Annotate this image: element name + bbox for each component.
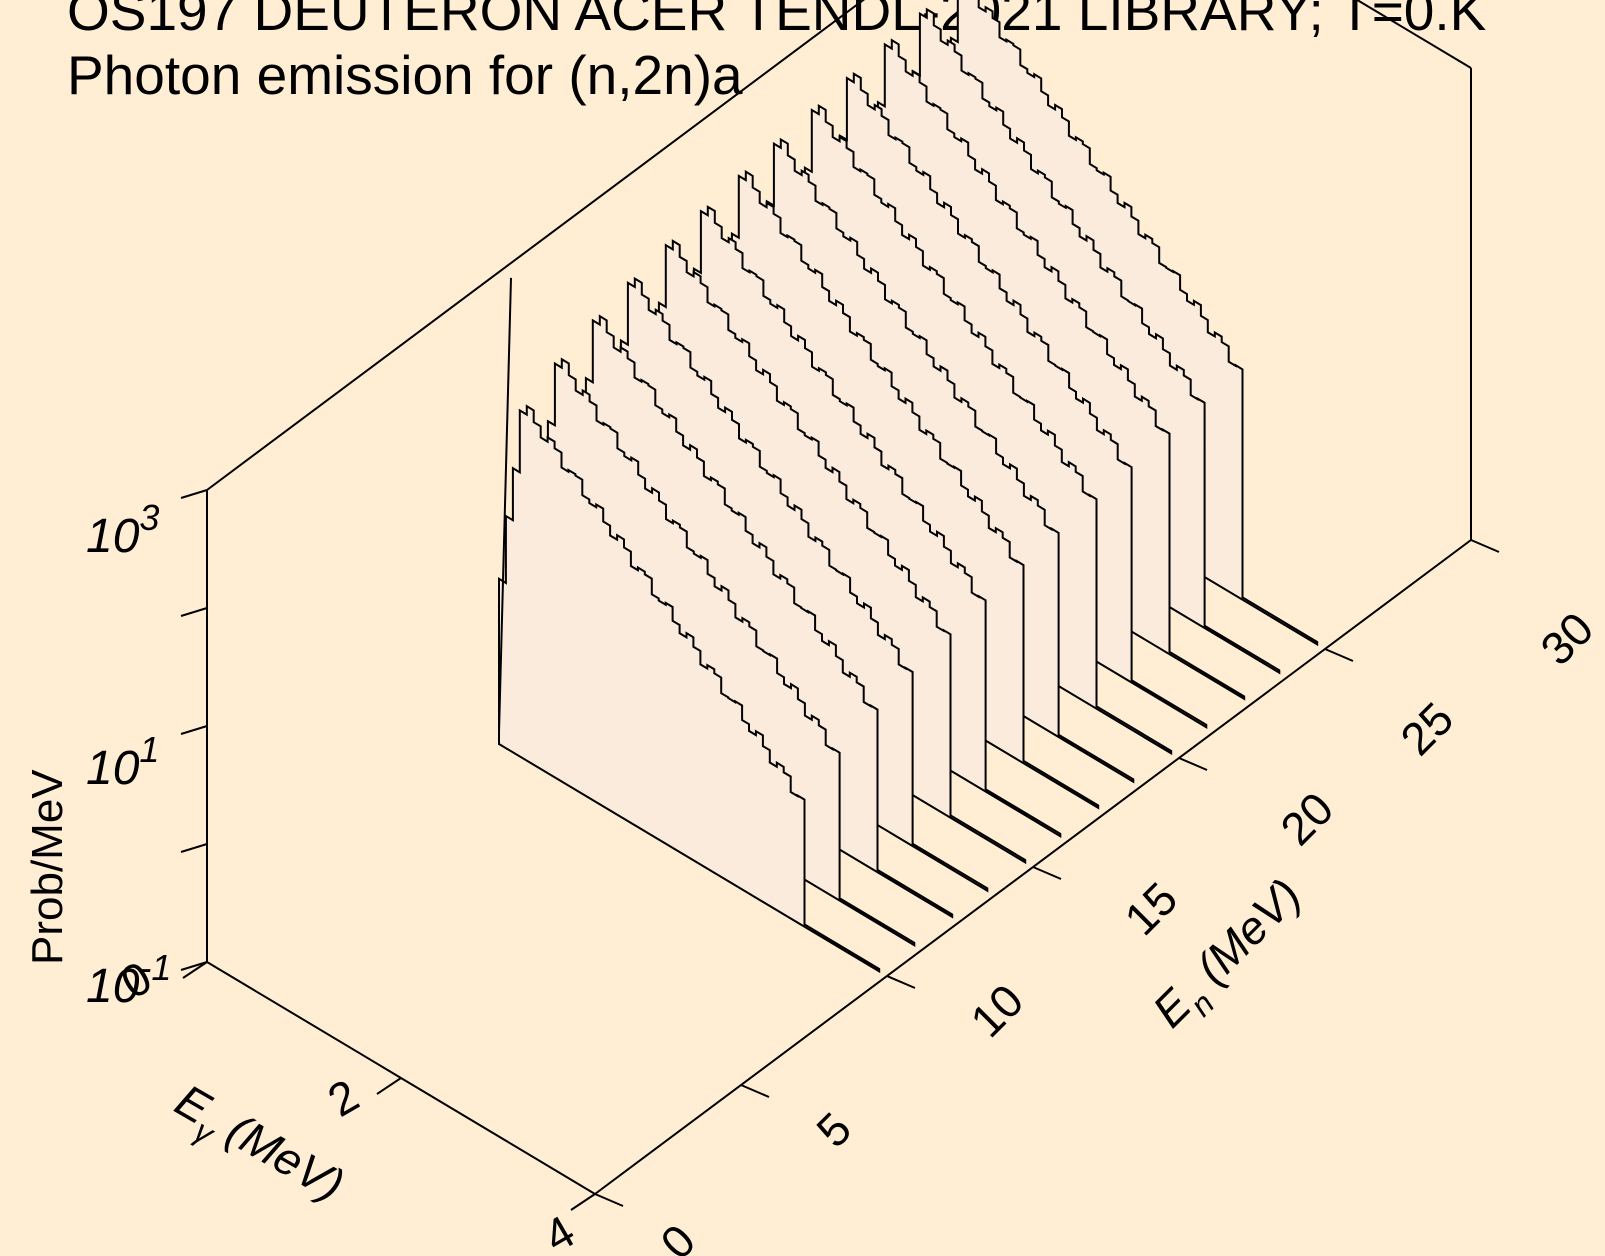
spectra-curves [498, 0, 1319, 974]
spectrum-curve [606, 276, 989, 893]
en-tick-label: 25 [1390, 692, 1463, 765]
y-tick [180, 843, 208, 853]
y-tick [180, 961, 208, 971]
spectrum-curve [679, 205, 1062, 838]
en-tick [1178, 757, 1208, 771]
box-top-edge [206, 0, 866, 491]
en-tick-label: 20 [1270, 782, 1343, 855]
en-tick-label: 0 [650, 1214, 705, 1256]
eg-axis-title: Eγ (MeV) [162, 1074, 353, 1221]
eg-tick [570, 1193, 596, 1211]
spectrum-curve [644, 239, 1027, 865]
eg-tick-label: 2 [319, 1069, 367, 1127]
spectrum-curve [571, 314, 954, 919]
eg-tick [376, 1077, 402, 1095]
y-axis-title: Prob/MeV [23, 769, 72, 965]
en-tick-label: 30 [1530, 602, 1603, 675]
en-tick-label: 15 [1114, 872, 1187, 945]
spectrum-curve [498, 404, 881, 974]
chart-title: OS197 DEUTERON ACER TENDL-2021 LIBRARY; … [67, 0, 1487, 42]
y-tick-label: 10-1 [86, 947, 171, 1013]
y-tick-label: 101 [86, 729, 159, 795]
eg-tick [182, 961, 208, 979]
box-back-top-edge [1355, 0, 1472, 69]
en-tick [1470, 539, 1500, 553]
y-tick [180, 725, 208, 735]
en-tick [1324, 648, 1354, 662]
spectrum-curve [717, 169, 1100, 810]
chart-subtitle: Photon emission for (n,2n)a [67, 44, 743, 106]
en-tick [740, 1084, 770, 1098]
spike-line [498, 277, 512, 733]
eg-tick-label: 4 [535, 1205, 583, 1256]
en-tick-label: 10 [960, 974, 1033, 1047]
spectrum-curve [533, 357, 916, 947]
en-tick [1032, 866, 1062, 880]
axis-ticks [180, 489, 1500, 1211]
en-tick-label: 5 [806, 1102, 861, 1157]
en-tick [594, 1193, 624, 1207]
y-tick [180, 607, 208, 617]
y-tick-label: 103 [86, 497, 159, 563]
en-tick [886, 975, 916, 989]
y-tick [180, 489, 208, 499]
